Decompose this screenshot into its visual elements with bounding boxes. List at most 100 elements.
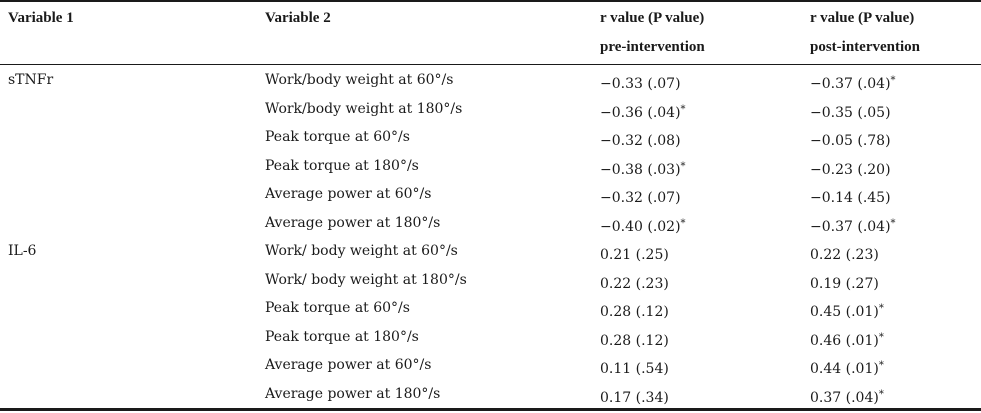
pre-intervention-cell-text: 0.17 (.34): [600, 389, 669, 406]
variable-2-cell-text: Average power at 180°/s: [265, 214, 441, 231]
variable-2-cell: Average power at 60°/s: [265, 351, 431, 380]
significance-marker: *: [878, 303, 884, 314]
pre-intervention-cell: 0.28 (.12): [600, 294, 669, 327]
post-intervention-cell-text: −0.37 (.04): [810, 218, 891, 235]
pre-intervention-cell: −0.32 (.07): [600, 180, 681, 213]
table-row: IL-6 Work/ body weight at 60°/s 0.21 (.25)…: [0, 237, 981, 266]
significance-marker: *: [878, 388, 884, 400]
pre-intervention-cell: 0.17 (.34): [600, 380, 669, 413]
post-intervention-cell-text: 0.44 (.01): [810, 361, 879, 377]
table-row: Work/body weight at 180°/s −0.36 (.04)* −0…: [0, 95, 981, 124]
pre-intervention-cell: −0.36 (.04)*: [600, 95, 686, 128]
variable-2-cell: Average power at 60°/s: [265, 180, 431, 209]
variable-2-cell-text: Average power at 180°/s: [265, 385, 441, 402]
variable-2-cell-text: Peak torque at 60°/s: [265, 129, 410, 145]
variable-1-cell: sTNFr: [8, 66, 53, 95]
variable-2-cell-text: Average power at 60°/s: [265, 186, 432, 202]
header-post-line1: r value (P value): [810, 10, 915, 26]
significance-marker: *: [890, 75, 896, 86]
significance-marker: *: [878, 331, 884, 343]
significance-marker: *: [878, 360, 884, 371]
table-row: Peak torque at 180°/s 0.28 (.12) 0.46 (.01…: [0, 323, 981, 352]
pre-intervention-cell: 0.22 (.23): [600, 266, 669, 299]
significance-marker: *: [680, 217, 686, 229]
header-pre-line2: pre-intervention: [600, 39, 705, 55]
post-intervention-cell: −0.14 (.45): [810, 180, 891, 213]
post-intervention-cell-text: −0.35 (.05): [810, 104, 891, 121]
variable-2-cell: Work/body weight at 180°/s: [265, 95, 462, 124]
table-row: Peak torque at 60°/s 0.28 (.12) 0.45 (.01)…: [0, 294, 981, 323]
post-intervention-cell: 0.45 (.01)*: [810, 294, 884, 327]
pre-intervention-cell-text: 0.21 (.25): [600, 247, 669, 263]
variable-2-cell: Work/ body weight at 60°/s: [265, 237, 458, 266]
post-intervention-cell-text: −0.37 (.04): [810, 76, 891, 92]
post-intervention-cell: 0.22 (.23): [810, 237, 879, 270]
post-intervention-cell-text: 0.37 (.04): [810, 389, 879, 406]
pre-intervention-cell-text: −0.32 (.07): [600, 190, 681, 206]
variable-1-cell: IL-6: [8, 237, 36, 266]
pre-intervention-cell-text: 0.28 (.12): [600, 304, 669, 320]
post-intervention-cell: −0.37 (.04)*: [810, 209, 896, 242]
table-row: Average power at 60°/s −0.32 (.07) −0.14 (…: [0, 180, 981, 209]
post-intervention-cell: −0.23 (.20): [810, 152, 891, 185]
variable-2-cell-text: Work/body weight at 180°/s: [265, 100, 463, 117]
variable-2-cell-text: Peak torque at 60°/s: [265, 300, 410, 316]
post-intervention-cell-text: 0.46 (.01): [810, 332, 879, 349]
header-variable-1: Variable 1: [8, 10, 74, 26]
pre-intervention-cell-text: −0.33 (.07): [600, 76, 681, 92]
variable-2-cell-text: Average power at 60°/s: [265, 357, 432, 373]
table-bottom-rule: [0, 408, 981, 411]
variable-2-cell-text: Work/body weight at 60°/s: [265, 72, 454, 88]
variable-2-cell: Peak torque at 180°/s: [265, 152, 419, 181]
variable-2-cell-text: Work/ body weight at 60°/s: [265, 243, 458, 259]
pre-intervention-cell-text: −0.38 (.03): [600, 161, 681, 178]
significance-marker: *: [680, 160, 686, 172]
significance-marker: *: [890, 217, 896, 229]
variable-1-cell-text: IL-6: [8, 243, 37, 259]
post-intervention-cell-text: −0.23 (.20): [810, 161, 891, 178]
post-intervention-cell-text: 0.19 (.27): [810, 275, 879, 292]
pre-intervention-cell-text: 0.11 (.54): [600, 361, 669, 377]
variable-2-cell-text: Peak torque at 180°/s: [265, 328, 419, 345]
variable-2-cell: Work/ body weight at 180°/s: [265, 266, 467, 295]
pre-intervention-cell: −0.33 (.07): [600, 66, 681, 99]
table-row: Peak torque at 180°/s −0.38 (.03)* −0.23 (…: [0, 152, 981, 181]
post-intervention-cell: 0.44 (.01)*: [810, 351, 884, 384]
pre-intervention-cell-text: 0.28 (.12): [600, 332, 669, 349]
post-intervention-cell: −0.35 (.05): [810, 95, 891, 128]
pre-intervention-cell: 0.28 (.12): [600, 323, 669, 356]
header-pre-line1: r value (P value): [600, 10, 705, 26]
pre-intervention-cell-text: −0.40 (.02): [600, 218, 681, 235]
post-intervention-cell: −0.05 (.78): [810, 123, 891, 156]
post-intervention-cell-text: −0.05 (.78): [810, 133, 891, 149]
header-post-line2: post-intervention: [810, 39, 920, 55]
post-intervention-cell: 0.46 (.01)*: [810, 323, 884, 356]
pre-intervention-cell-text: −0.36 (.04): [600, 104, 681, 121]
pre-intervention-cell-text: 0.22 (.23): [600, 275, 669, 292]
variable-2-cell: Peak torque at 60°/s: [265, 123, 410, 152]
post-intervention-cell: 0.37 (.04)*: [810, 380, 884, 413]
pre-intervention-cell: 0.11 (.54): [600, 351, 669, 384]
table-row: Peak torque at 60°/s −0.32 (.08) −0.05 (.7…: [0, 123, 981, 152]
post-intervention-cell-text: −0.14 (.45): [810, 190, 891, 206]
pre-intervention-cell: −0.40 (.02)*: [600, 209, 686, 242]
post-intervention-cell-text: 0.45 (.01): [810, 304, 879, 320]
header-variable-2: Variable 2: [265, 10, 331, 26]
table-row: Work/ body weight at 180°/s 0.22 (.23) 0.1…: [0, 266, 981, 295]
pre-intervention-cell-text: −0.32 (.08): [600, 133, 681, 149]
pre-intervention-cell: −0.32 (.08): [600, 123, 681, 156]
table-row: Average power at 180°/s 0.17 (.34) 0.37 (.…: [0, 380, 981, 409]
variable-1-cell-text: sTNFr: [8, 72, 54, 88]
variable-2-cell: Average power at 180°/s: [265, 209, 440, 238]
post-intervention-cell-text: 0.22 (.23): [810, 247, 879, 263]
variable-2-cell-text: Peak torque at 180°/s: [265, 157, 419, 174]
variable-2-cell: Peak torque at 180°/s: [265, 323, 419, 352]
post-intervention-cell: 0.19 (.27): [810, 266, 879, 299]
variable-2-cell: Peak torque at 60°/s: [265, 294, 410, 323]
pre-intervention-cell: −0.38 (.03)*: [600, 152, 686, 185]
table-top-rule: [0, 0, 981, 2]
variable-2-cell: Average power at 180°/s: [265, 380, 440, 409]
significance-marker: *: [680, 103, 686, 115]
table-row: Average power at 180°/s −0.40 (.02)* −0.37…: [0, 209, 981, 238]
